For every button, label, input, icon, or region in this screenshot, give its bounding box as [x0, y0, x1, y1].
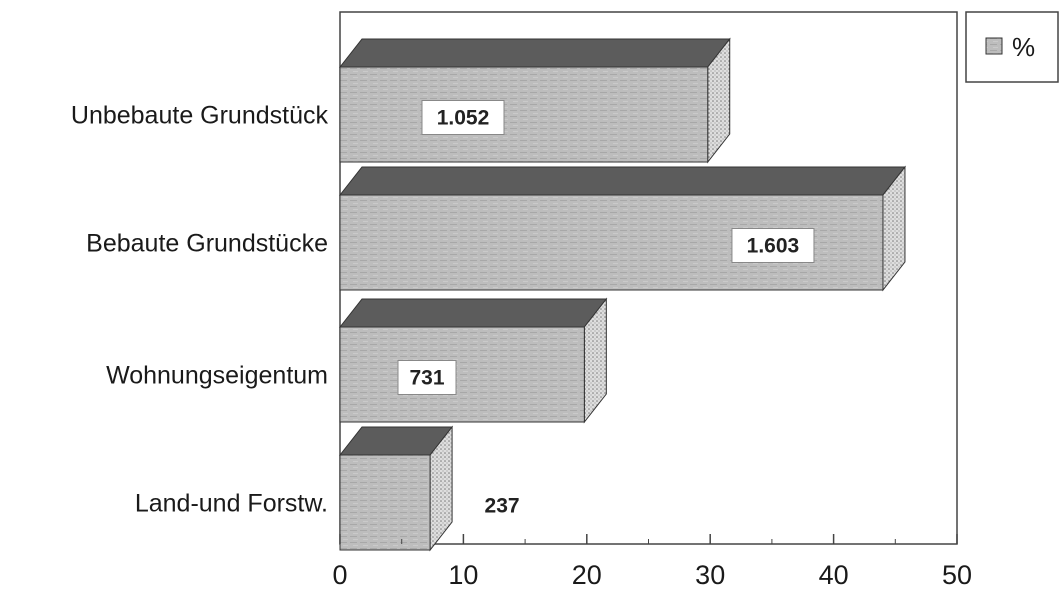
data-label: 731	[409, 367, 444, 390]
bar-top-face	[338, 298, 608, 328]
x-tick-label: 0	[332, 560, 347, 590]
legend: %	[965, 11, 1059, 83]
bar	[338, 165, 906, 292]
data-label: 237	[485, 495, 520, 518]
category-label: Unbebaute Grundstück	[71, 102, 329, 130]
bar	[338, 297, 608, 424]
data-label-box	[397, 360, 457, 395]
bar-front-face	[339, 326, 585, 423]
legend-swatch	[985, 37, 1003, 55]
legend-label: %	[1012, 32, 1035, 62]
x-tick-label: 20	[572, 560, 602, 590]
data-label-box	[731, 228, 815, 263]
bar	[338, 37, 731, 164]
category-label: Land-und Forstw.	[135, 490, 328, 518]
bar-top-face	[338, 166, 906, 196]
x-tick-label: 40	[819, 560, 849, 590]
bar-front-face	[339, 66, 709, 163]
labels-layer: Unbebaute Grundstück 1.052 Bebaute Grundst…	[71, 100, 815, 518]
bar-front-face	[339, 454, 431, 551]
data-label: 1.052	[437, 107, 490, 130]
x-tick-label: 50	[942, 560, 972, 590]
x-tick-label: 10	[448, 560, 478, 590]
data-label: 1.603	[747, 235, 800, 258]
data-label-box	[421, 100, 505, 135]
x-axis: 0 10 20 30 40 50	[332, 534, 972, 590]
category-label: Wohnungseigentum	[106, 362, 328, 390]
x-tick-label: 30	[695, 560, 725, 590]
bar-top-face	[338, 38, 731, 68]
bar	[338, 425, 454, 552]
category-label: Bebaute Grundstücke	[86, 230, 328, 258]
